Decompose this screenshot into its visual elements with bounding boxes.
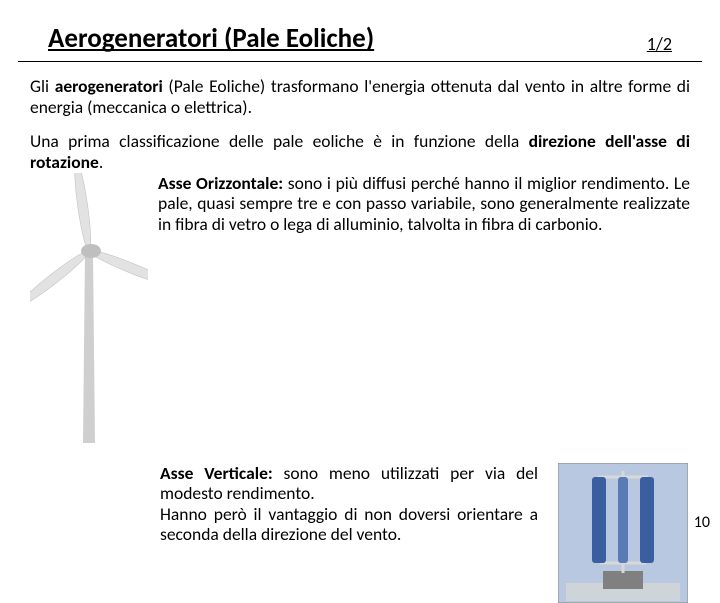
page-title: Aerogeneratori (Pale Eoliche) (48, 22, 374, 55)
header: Aerogeneratori (Pale Eoliche) 1/2 (18, 0, 702, 62)
classification-line1: Una prima classificazione delle pale eol… (30, 130, 529, 152)
intro-bold-term: aerogeneratori (55, 75, 163, 97)
vertical-label: Asse Verticale: (160, 462, 273, 484)
page-number: 10 (694, 513, 710, 532)
wind-turbine-vertical-icon (558, 463, 688, 603)
wind-turbine-horizontal-icon (30, 173, 148, 443)
intro-paragraph: Gli aerogeneratori (Pale Eoliche) trasfo… (0, 62, 720, 117)
vertical-text: Asse Verticale: sono meno utilizzati per… (160, 463, 544, 546)
page-fraction: 1/2 (647, 33, 672, 55)
vertical-body2: Hanno però il vantaggio di non doversi o… (160, 503, 538, 546)
vertical-section: Asse Verticale: sono meno utilizzati per… (0, 443, 720, 603)
horizontal-section: Asse Orizzontale: sono i più diffusi per… (0, 173, 720, 443)
classification-paragraph: Una prima classificazione delle pale eol… (0, 117, 720, 172)
classification-suffix: . (99, 151, 103, 173)
vertical-turbine-image (556, 463, 690, 603)
horizontal-text: Asse Orizzontale: sono i più diffusi per… (158, 173, 690, 443)
horizontal-label: Asse Orizzontale: (158, 172, 283, 194)
intro-prefix: Gli (30, 75, 55, 97)
horizontal-turbine-image (30, 173, 148, 443)
